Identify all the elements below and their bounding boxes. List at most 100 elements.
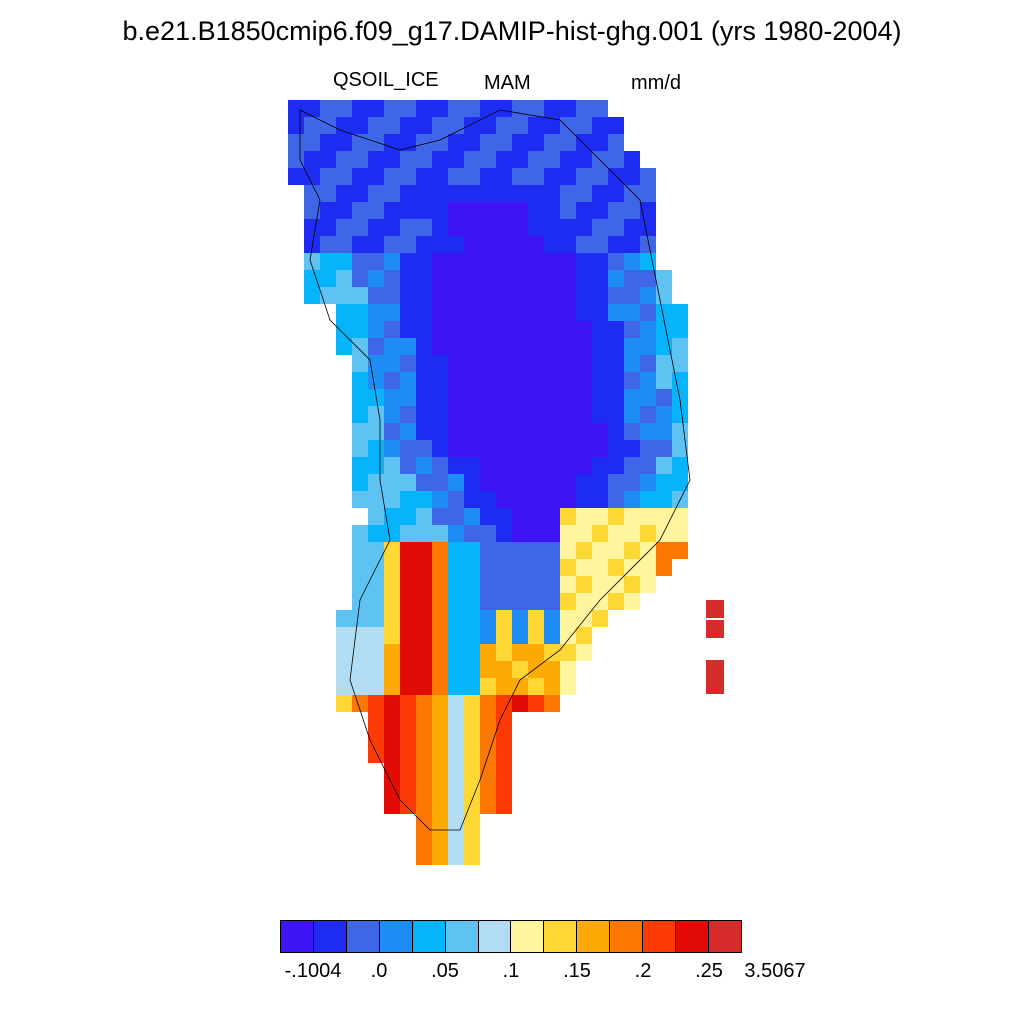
map-cell <box>624 406 640 423</box>
map-cell <box>352 321 368 338</box>
map-cell <box>368 508 384 525</box>
map-cell <box>608 474 624 491</box>
map-cell <box>544 576 560 593</box>
map-cell <box>368 236 384 253</box>
map-cell <box>608 525 624 542</box>
map-cell <box>512 678 528 695</box>
map-cell <box>608 270 624 287</box>
map-cell <box>416 797 432 814</box>
map-cell <box>336 321 352 338</box>
map-cell <box>400 593 416 610</box>
colorbar-tick-label: .25 <box>695 960 723 982</box>
map-cell <box>624 270 640 287</box>
map-cell <box>304 287 320 304</box>
map-cell <box>464 338 480 355</box>
map-cell <box>528 678 544 695</box>
map-cell <box>400 270 416 287</box>
map-cell <box>432 304 448 321</box>
map-cell <box>384 559 400 576</box>
map-cell <box>480 746 496 763</box>
map-cell <box>496 270 512 287</box>
map-cell <box>416 287 432 304</box>
map-cell <box>304 117 320 134</box>
map-cell <box>672 542 688 559</box>
season-label: MAM <box>484 72 531 94</box>
map-cell <box>544 661 560 678</box>
map-cell <box>336 253 352 270</box>
map-cell <box>416 321 432 338</box>
map-cell <box>624 372 640 389</box>
map-cell <box>512 576 528 593</box>
map-cell <box>496 287 512 304</box>
map-cell <box>384 593 400 610</box>
map-cell <box>480 168 496 185</box>
map-cell <box>560 117 576 134</box>
map-cell <box>384 763 400 780</box>
map-cell <box>512 372 528 389</box>
map-cell <box>400 610 416 627</box>
map-cell <box>560 678 576 695</box>
map-cell <box>512 304 528 321</box>
map-cell <box>352 117 368 134</box>
map-cell <box>336 236 352 253</box>
map-cell <box>496 100 512 117</box>
map-cell <box>416 610 432 627</box>
map-cell <box>464 304 480 321</box>
map-cell <box>480 389 496 406</box>
map-cell <box>432 100 448 117</box>
map-cell <box>368 338 384 355</box>
plot-title: b.e21.B1850cmip6.f09_g17.DAMIP-hist-ghg.… <box>122 16 902 46</box>
map-cell <box>480 474 496 491</box>
map-cell <box>528 304 544 321</box>
map-cell <box>432 253 448 270</box>
map-cell <box>496 678 512 695</box>
map-cell <box>400 134 416 151</box>
map-cell <box>336 219 352 236</box>
map-cell <box>656 406 672 423</box>
map-cell <box>592 440 608 457</box>
map-cell <box>656 355 672 372</box>
map-cell <box>480 304 496 321</box>
map-cell <box>288 168 304 185</box>
map-cell <box>560 236 576 253</box>
map-cell <box>400 219 416 236</box>
map-cell <box>576 185 592 202</box>
map-cell <box>544 627 560 644</box>
map-cell <box>656 542 672 559</box>
map-cell <box>560 372 576 389</box>
map-cell <box>608 423 624 440</box>
map-cell <box>400 355 416 372</box>
map-cell <box>528 321 544 338</box>
map-cell <box>640 338 656 355</box>
map-cell <box>496 474 512 491</box>
map-cell <box>480 117 496 134</box>
map-cell <box>400 763 416 780</box>
map-cell <box>352 423 368 440</box>
map-cell <box>608 372 624 389</box>
map-cell <box>400 644 416 661</box>
map-cell <box>400 797 416 814</box>
map-cell <box>576 525 592 542</box>
map-cell <box>416 236 432 253</box>
map-cell <box>560 355 576 372</box>
map-cell <box>592 406 608 423</box>
map-cell <box>528 695 544 712</box>
map-cell <box>672 321 688 338</box>
map-cell <box>352 644 368 661</box>
map-cell <box>640 185 656 202</box>
map-cell <box>496 202 512 219</box>
map-cell <box>608 542 624 559</box>
map-cell <box>544 474 560 491</box>
map-cell <box>352 236 368 253</box>
map-cell <box>544 559 560 576</box>
map-cell <box>464 525 480 542</box>
map-cell <box>448 525 464 542</box>
map-cell <box>352 627 368 644</box>
map-cell <box>576 389 592 406</box>
units-label: mm/d <box>631 72 681 94</box>
map-cell <box>512 287 528 304</box>
map-cell <box>432 338 448 355</box>
colorbar-tick-label: .05 <box>431 960 459 982</box>
map-cell <box>560 474 576 491</box>
map-cell <box>706 620 724 638</box>
